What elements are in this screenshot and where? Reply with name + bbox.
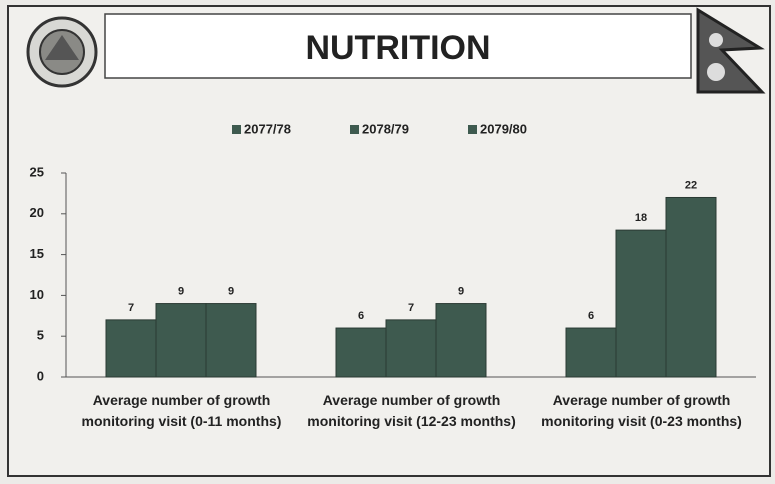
y-tick-label: 15	[30, 246, 44, 261]
legend-swatch	[468, 125, 477, 134]
bar	[615, 229, 667, 378]
bar	[205, 303, 257, 378]
bar	[335, 327, 387, 378]
flag	[696, 7, 766, 94]
x-tick-label: Average number of growth monitoring visi…	[81, 392, 282, 429]
chart-title: NUTRITION	[305, 29, 490, 67]
y-tick-label: 25	[30, 164, 44, 179]
data-label: 9	[178, 285, 184, 297]
bar	[435, 303, 487, 378]
bar	[105, 319, 157, 378]
x-tick-label: Average number of growth monitoring visi…	[307, 392, 516, 429]
y-tick-label: 20	[30, 205, 44, 220]
bar	[155, 303, 207, 378]
bar	[565, 327, 617, 378]
title-box	[104, 13, 692, 79]
x-tick-label: Average number of growth monitoring visi…	[541, 392, 742, 429]
data-label: 7	[408, 302, 414, 314]
data-label: 9	[228, 285, 234, 297]
data-label: 6	[358, 310, 364, 322]
legend-swatch	[350, 125, 359, 134]
data-label: 7	[128, 302, 134, 314]
data-label: 22	[685, 179, 697, 191]
legend-swatch	[232, 125, 241, 134]
legend-label: 2079/80	[480, 121, 527, 136]
bar	[665, 196, 717, 378]
legend-label: 2077/78	[244, 121, 291, 136]
y-tick-label: 0	[37, 368, 44, 383]
legend-label: 2078/79	[362, 121, 409, 136]
data-label: 18	[635, 212, 647, 224]
emblem	[26, 16, 98, 88]
data-label: 9	[458, 285, 464, 297]
bar	[385, 319, 437, 378]
y-tick-label: 10	[30, 287, 44, 302]
y-tick-label: 5	[37, 328, 44, 343]
data-label: 6	[588, 310, 594, 322]
